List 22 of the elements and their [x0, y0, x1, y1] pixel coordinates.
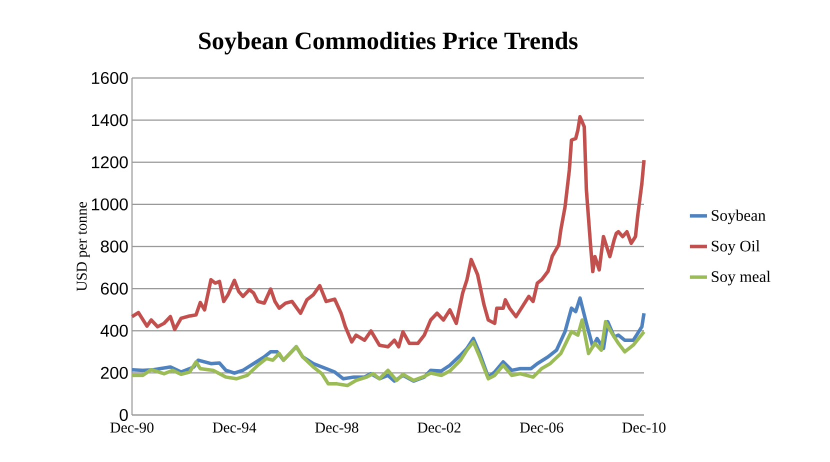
x-tick-label: Dec-06: [520, 422, 564, 433]
y-tick-label: 1600: [92, 72, 128, 84]
x-tick-label: Dec-90: [110, 422, 154, 433]
x-tick-label: Dec-10: [622, 422, 666, 433]
y-axis-title: USD per tonne: [76, 202, 90, 292]
line-series: [130, 318, 646, 388]
line-series: [130, 114, 646, 348]
legend-label: Soy meal: [712, 270, 770, 286]
y-tick-label: 1400: [92, 114, 128, 126]
chart-title: Soybean Commodities Price Trends: [199, 32, 578, 54]
y-tick-label: 600: [100, 282, 128, 295]
y-tick-label: 1200: [92, 156, 128, 168]
y-tick-label: 0: [120, 408, 128, 422]
y-tick-label: 800: [100, 240, 128, 253]
legend-label: Soy Oil: [712, 240, 760, 255]
x-tick-label: Dec-02: [418, 422, 460, 433]
x-tick-label: Dec-94: [212, 422, 256, 433]
legend-label: Soybean: [712, 210, 766, 224]
y-tick-label: 1000: [92, 198, 128, 210]
y-tick-label: 200: [100, 366, 128, 379]
y-tick-label: 400: [100, 324, 128, 337]
x-tick-label: Dec-98: [315, 422, 358, 433]
